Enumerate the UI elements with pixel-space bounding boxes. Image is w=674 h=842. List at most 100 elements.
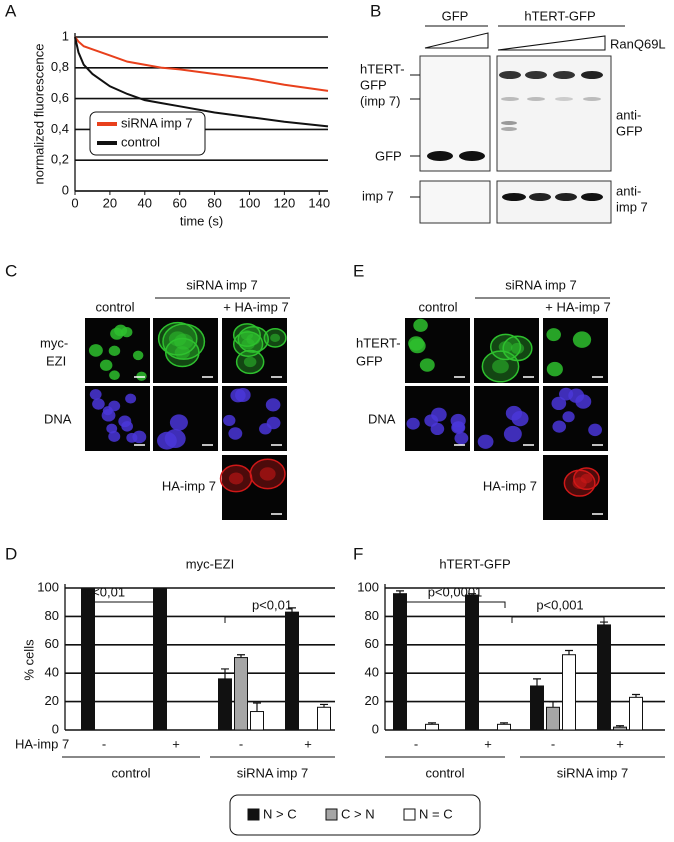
- nucleus: [546, 328, 561, 342]
- nucleus: [492, 359, 509, 374]
- nucleus: [136, 371, 147, 381]
- bar: [597, 624, 611, 731]
- nucleus: [503, 425, 522, 443]
- y-tick-label: 40: [365, 665, 379, 680]
- line-series: [74, 36, 329, 128]
- nucleus: [89, 389, 102, 400]
- x-tick-label: -: [551, 736, 555, 751]
- panel-label: F: [353, 544, 363, 563]
- nucleus: [406, 417, 420, 430]
- error-bar: [221, 668, 229, 679]
- x-tick-label: 140: [308, 195, 330, 210]
- group-label: control: [425, 765, 464, 780]
- blot-band: [501, 127, 517, 131]
- nucleus: [562, 411, 575, 423]
- group-label: siRNA imp 7: [557, 765, 629, 780]
- nucleus: [409, 338, 426, 354]
- significance-label: p<0,001: [536, 597, 583, 612]
- legend-label: control: [121, 134, 160, 149]
- blot-band: [502, 193, 526, 201]
- bar: [218, 678, 232, 731]
- significance-bracket: [84, 601, 161, 608]
- blot-label: GFP: [360, 77, 387, 92]
- bar: [425, 723, 439, 731]
- nucleus: [413, 318, 428, 332]
- nucleus: [228, 427, 243, 440]
- y-tick-label: 60: [365, 636, 379, 651]
- blot-label: hTERT-: [360, 61, 405, 76]
- bar: [250, 711, 264, 731]
- row-label: myc-: [40, 335, 68, 350]
- error-bar: [396, 590, 404, 594]
- legend-swatch: [403, 808, 416, 821]
- antibody-label: imp 7: [616, 199, 648, 214]
- legend-label: siRNA imp 7: [121, 115, 193, 130]
- blot-band: [427, 151, 453, 161]
- y-tick-label: 20: [365, 693, 379, 708]
- nucleus: [92, 398, 105, 410]
- x-tick-label: 20: [103, 195, 117, 210]
- x-tick-label: +: [304, 736, 312, 751]
- y-tick-label: 0: [52, 721, 59, 736]
- antibody-label: anti-: [616, 107, 641, 122]
- blot-band: [555, 193, 577, 201]
- error-bar: [565, 649, 573, 655]
- row-label: hTERT-: [356, 335, 401, 350]
- nucleus: [157, 431, 177, 450]
- column-label: control: [95, 299, 134, 314]
- error-bar: [288, 607, 296, 613]
- significance-bracket: [399, 601, 506, 608]
- x-tick-label: +: [172, 736, 180, 751]
- nucleus: [546, 361, 563, 377]
- bar: [153, 587, 167, 731]
- bar: [562, 654, 576, 731]
- chart-title: myc-EZI: [186, 556, 234, 571]
- legend-label: N > C: [263, 806, 297, 821]
- y-axis-label: normalized fluorescence: [31, 44, 46, 185]
- nucleus: [106, 423, 118, 434]
- wedge: [424, 32, 489, 49]
- row-label: DNA: [44, 411, 72, 426]
- line-series: [74, 36, 329, 92]
- column-label: + HA-imp 7: [545, 299, 610, 314]
- blot-band: [501, 97, 519, 101]
- x-tick-label: 40: [138, 195, 152, 210]
- blot-membrane: [419, 180, 491, 224]
- error-bar: [500, 722, 508, 725]
- y-tick-label: 0,6: [51, 90, 69, 105]
- panel-label: D: [5, 544, 17, 563]
- y-tick-label: 80: [45, 608, 59, 623]
- significance-label: p<0,0001: [428, 584, 483, 599]
- y-tick-label: 1: [62, 28, 69, 43]
- bar: [81, 587, 95, 731]
- blot-band: [583, 97, 601, 101]
- x-tick-label: 120: [274, 195, 296, 210]
- legend-label: C > N: [341, 806, 375, 821]
- nucleus: [230, 388, 246, 403]
- y-tick-label: 100: [357, 579, 379, 594]
- x-tick-label: +: [616, 736, 624, 751]
- error-bar: [468, 593, 476, 596]
- blot-band: [581, 71, 603, 79]
- antibody-label: anti-: [616, 183, 641, 198]
- bar: [465, 594, 479, 731]
- blot-label: GFP: [375, 148, 402, 163]
- blot-band: [459, 151, 485, 161]
- row-label: HA-imp 7: [15, 736, 69, 751]
- error-bar: [533, 678, 541, 686]
- bar: [546, 706, 560, 731]
- error-bar: [237, 654, 245, 658]
- nucleus: [243, 356, 257, 368]
- nucleus: [118, 415, 132, 428]
- significance-bracket: [511, 616, 605, 623]
- significance-label: p<0,01: [252, 597, 292, 612]
- nucleus: [174, 333, 194, 350]
- y-tick-label: 80: [365, 608, 379, 623]
- bar: [629, 696, 643, 731]
- nucleus: [228, 472, 244, 485]
- row-label: DNA: [368, 411, 396, 426]
- nucleus: [419, 358, 435, 372]
- chart-title: hTERT-GFP: [439, 556, 510, 571]
- bar: [317, 706, 331, 731]
